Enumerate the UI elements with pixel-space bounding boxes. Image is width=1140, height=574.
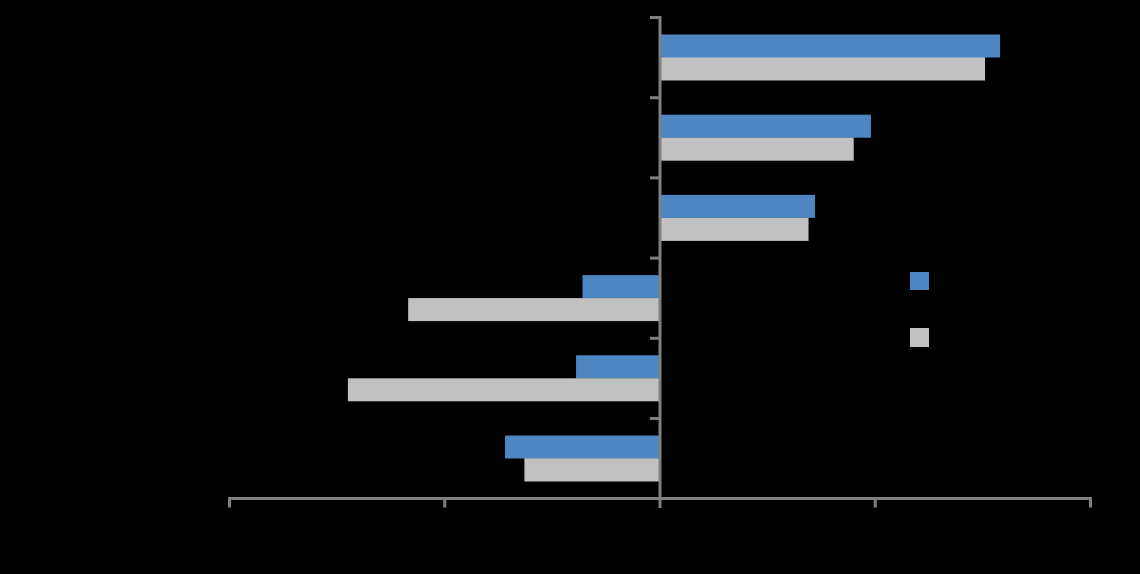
bar-blue-series-category-1 <box>660 34 1001 58</box>
y-axis-tick <box>650 16 659 19</box>
x-axis-tick <box>658 500 662 508</box>
bar-gray-series-category-4 <box>408 298 660 322</box>
x-axis-tick <box>228 500 231 508</box>
bar-blue-series-category-3 <box>660 194 815 218</box>
y-axis-tick <box>650 256 659 260</box>
x-axis-tick <box>873 500 877 508</box>
bar-blue-series-category-4 <box>582 275 660 299</box>
y-axis-line <box>658 16 662 508</box>
y-axis-tick <box>650 336 659 340</box>
y-axis-tick <box>650 96 659 100</box>
bar-gray-series-category-5 <box>347 378 660 402</box>
bar-blue-series-category-2 <box>660 114 871 138</box>
bar-blue-series-category-6 <box>505 435 660 459</box>
bar-gray-series-category-1 <box>660 57 986 81</box>
y-axis-tick <box>650 176 659 180</box>
x-axis-tick <box>1089 500 1092 508</box>
bar-gray-series-category-2 <box>660 137 854 161</box>
bar-gray-series-category-3 <box>660 217 809 241</box>
legend-swatch-gray-series <box>910 328 929 347</box>
x-axis-line <box>228 497 1092 500</box>
y-axis-tick <box>650 417 659 420</box>
bar-blue-series-category-5 <box>576 355 660 379</box>
x-axis-tick <box>443 500 447 508</box>
legend-swatch-blue-series <box>910 272 929 290</box>
bar-gray-series-category-6 <box>524 458 660 482</box>
